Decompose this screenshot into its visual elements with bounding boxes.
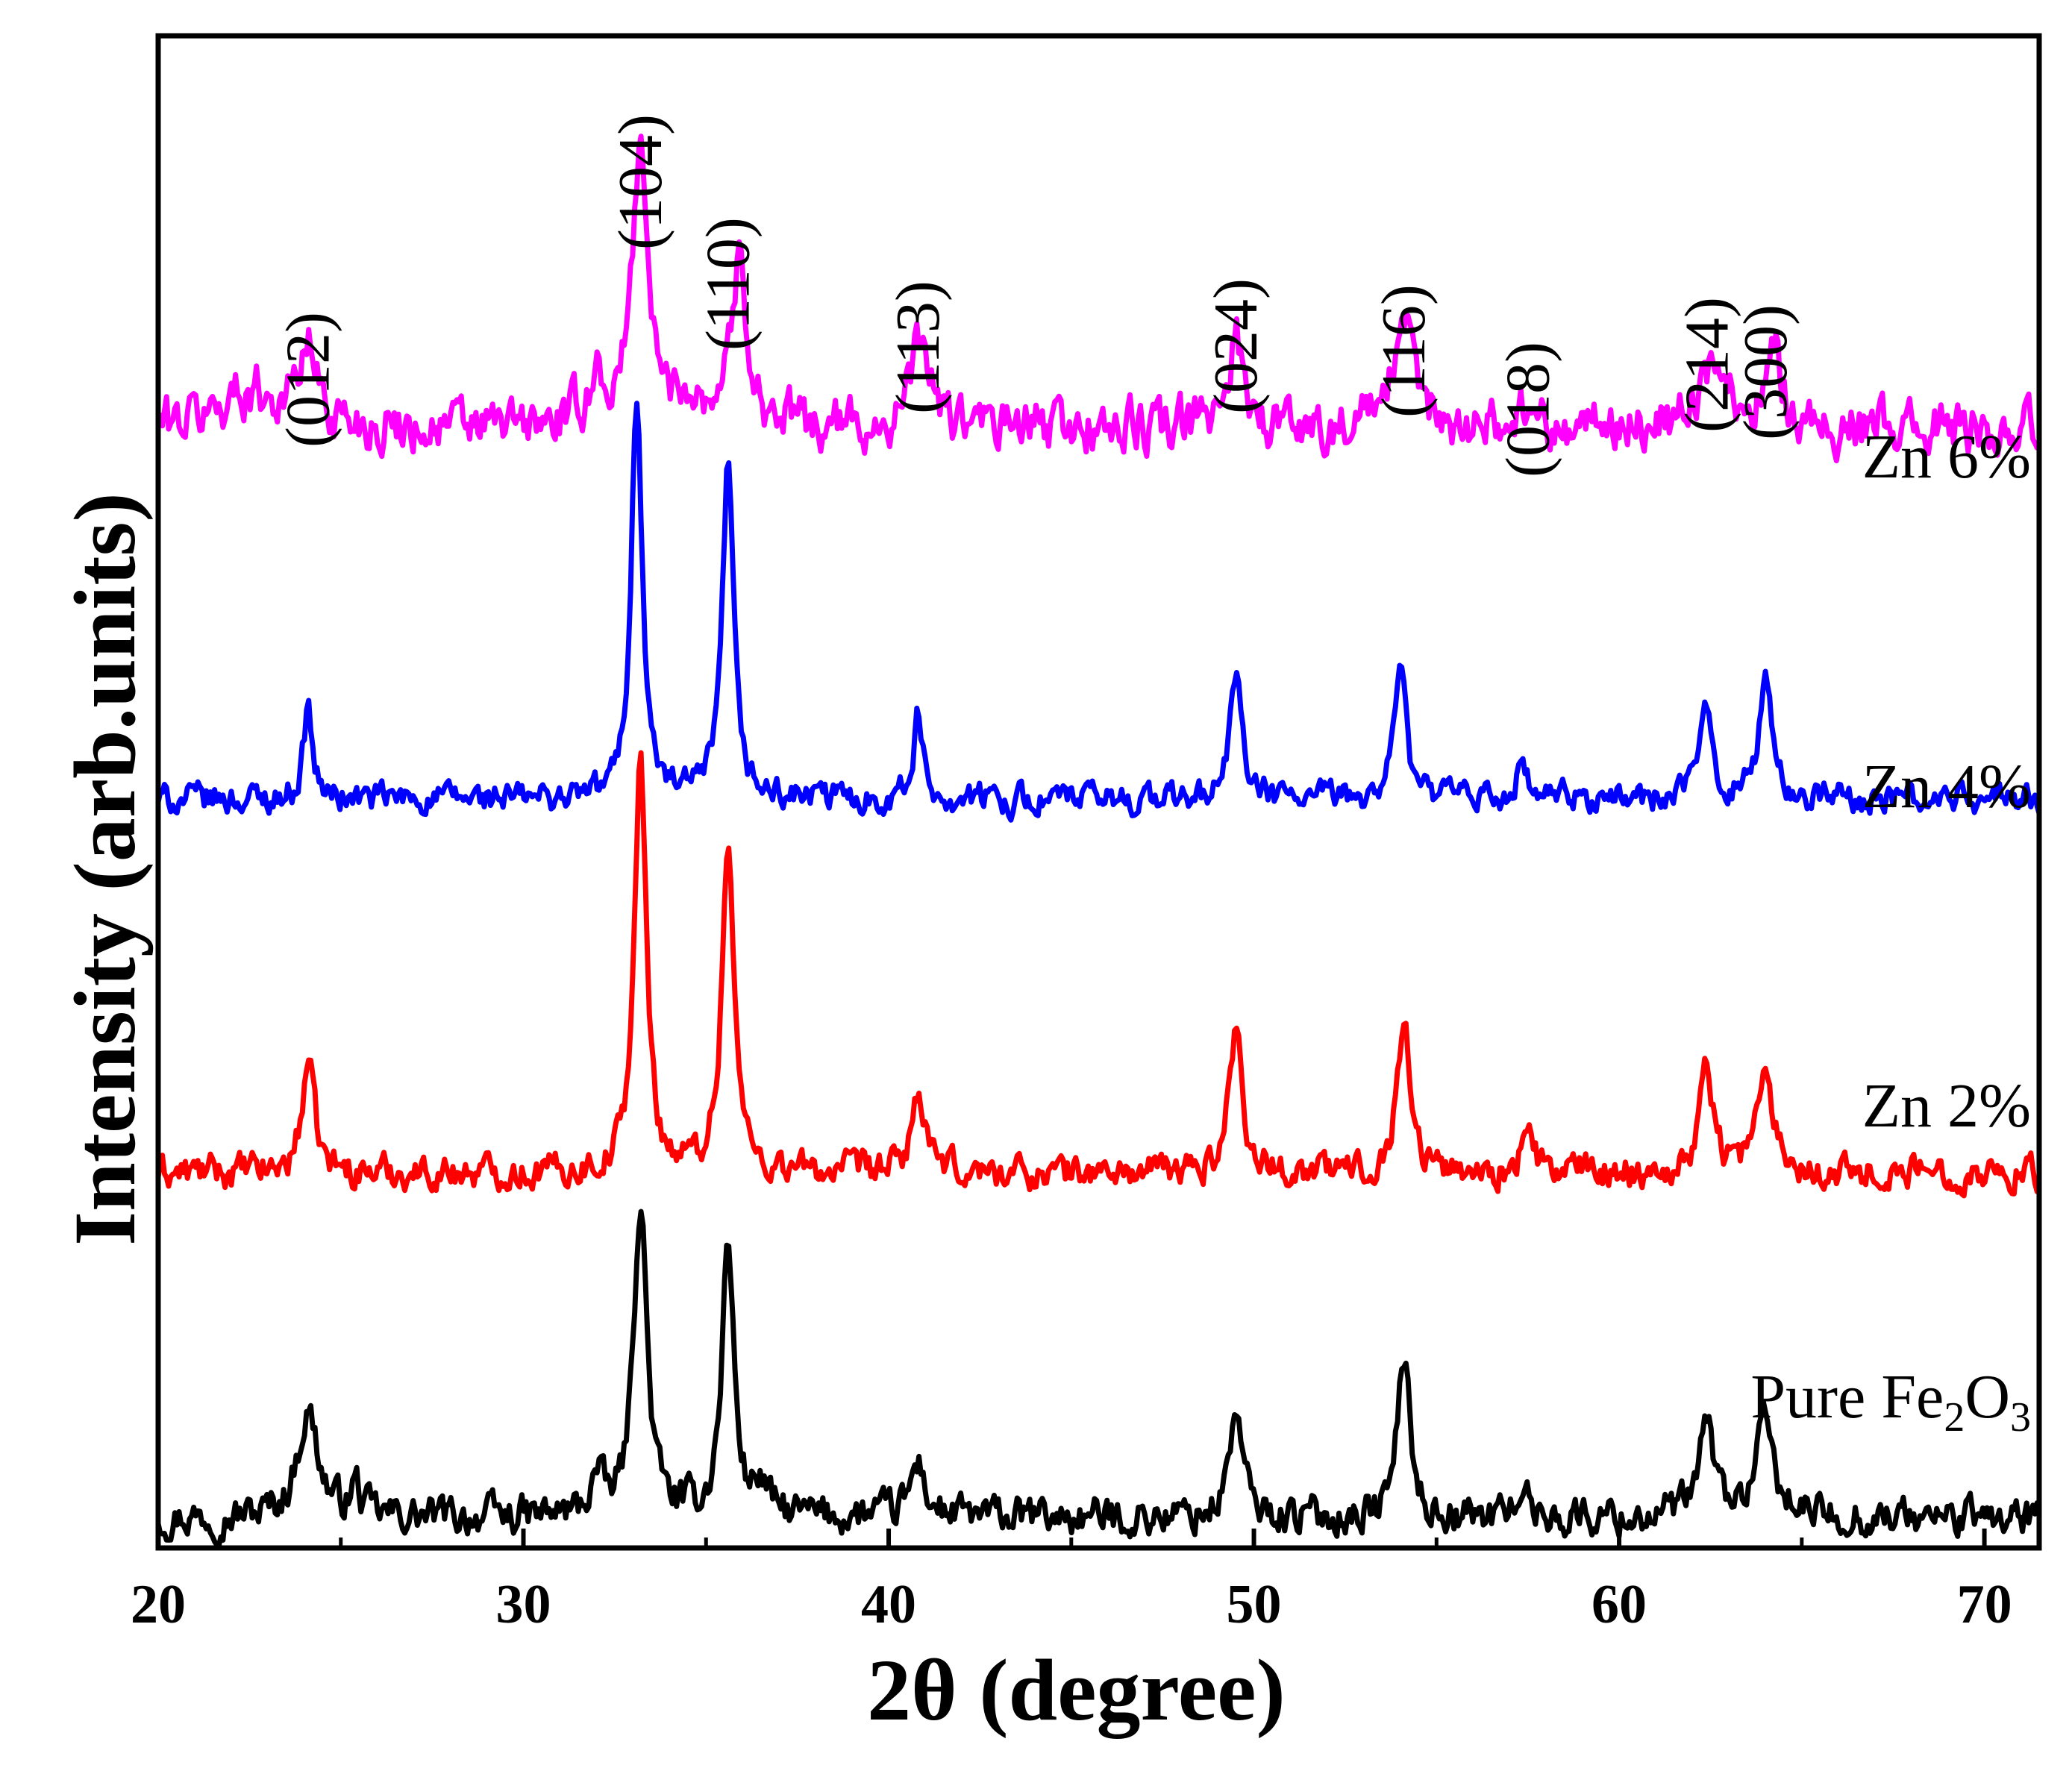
plot-frame: [155, 33, 2042, 1551]
x-tick-label: 40: [861, 1574, 916, 1635]
x-tick-label: 30: [496, 1574, 551, 1635]
peak-label-4: (024): [1201, 278, 1271, 414]
peak-label-6: (018): [1494, 342, 1563, 477]
peak-label-7: (214): [1673, 297, 1742, 433]
y-axis-title: Intensity (arb.units): [56, 492, 154, 1246]
series-line-3: [155, 134, 2042, 464]
series-label-2: Zn 4%: [1862, 752, 2031, 821]
peak-label-5: (116): [1369, 284, 1439, 418]
x-tick-label: 50: [1227, 1574, 1282, 1635]
series-line-2: [155, 401, 2042, 823]
peak-label-0: (012): [274, 312, 343, 448]
peak-label-8: (300): [1731, 304, 1800, 440]
series-layer: [155, 134, 2042, 1549]
x-tick-label: 20: [131, 1574, 186, 1635]
series-line-1: [155, 750, 2042, 1199]
peak-label-1: (104): [606, 114, 675, 250]
series-label-3: Zn 6%: [1862, 422, 2031, 492]
series-label-1: Zn 2%: [1862, 1071, 2031, 1141]
series-line-0: [155, 1209, 2042, 1549]
x-tick-label: 70: [1957, 1574, 2012, 1635]
frame-layer: [155, 33, 2042, 1551]
peak-label-3: (113): [883, 280, 953, 414]
peak-label-2: (110): [694, 217, 763, 351]
series-label-0: Pure Fe2O3: [1750, 1362, 2031, 1441]
x-axis-title: 2θ (degree): [867, 1641, 1286, 1739]
label-layer: 20 30 40 50 60 70 2θ (degree) Intensity (arb.un…: [56, 114, 2031, 1739]
x-tick-label: 60: [1591, 1574, 1647, 1635]
